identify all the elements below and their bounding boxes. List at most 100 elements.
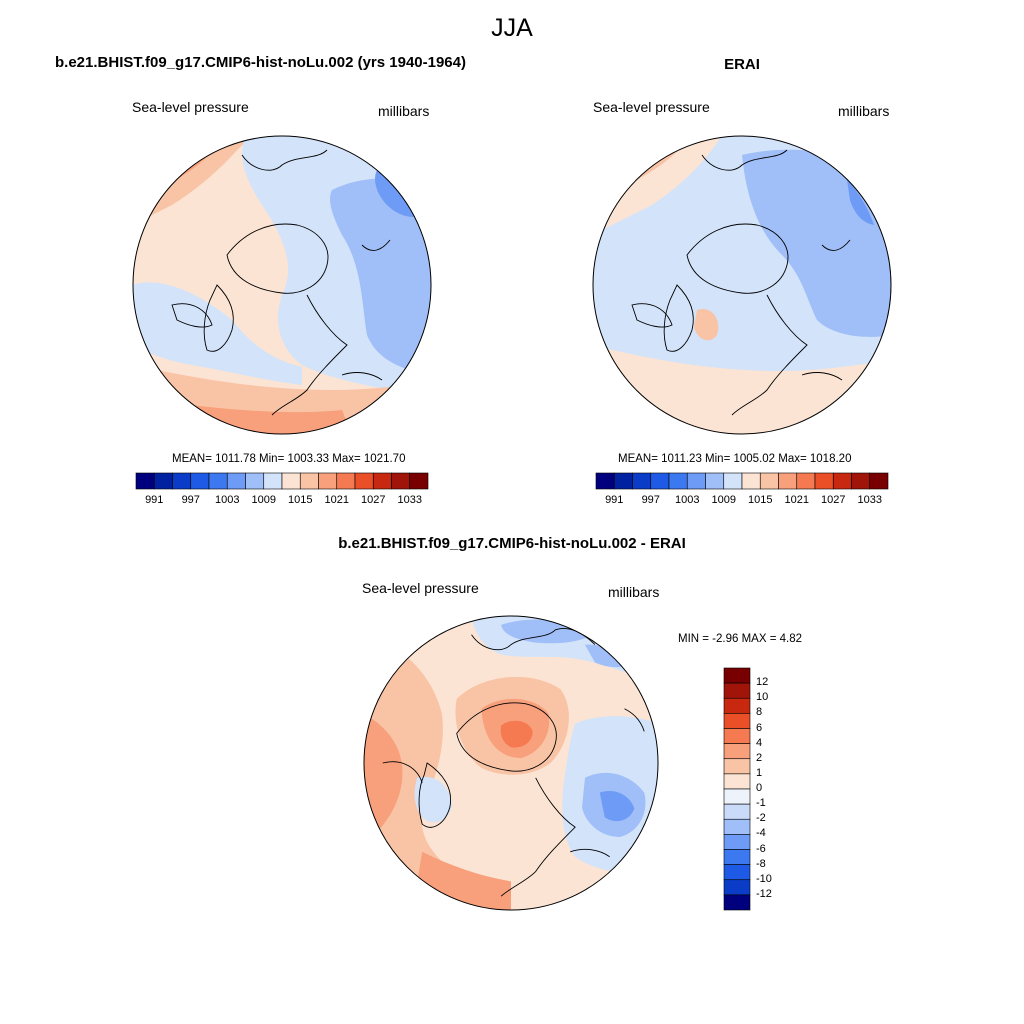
colorbar-erai-swatch xyxy=(613,472,633,490)
panel-model-variable-label: Sea-level pressure xyxy=(132,99,249,115)
colorbar-model-swatch xyxy=(409,472,429,490)
coastlines xyxy=(631,149,851,416)
colorbar-model-tick-label: 1009 xyxy=(251,494,276,506)
colorbar-erai-swatch xyxy=(778,472,798,490)
colorbar-diff-swatch xyxy=(723,697,751,714)
panel-diff-title: b.e21.BHIST.f09_g17.CMIP6-hist-noLu.002 … xyxy=(338,535,686,552)
colorbar-model-swatch xyxy=(153,472,173,490)
colorbar-diff-swatch xyxy=(723,682,751,699)
colorbar-erai-tick-label: 1009 xyxy=(711,494,736,506)
colorbar-model-swatch xyxy=(299,472,319,490)
colorbar-erai-swatch xyxy=(595,472,615,490)
panel-model-title: b.e21.BHIST.f09_g17.CMIP6-hist-noLu.002 … xyxy=(55,54,466,71)
colorbar-diff-tick-label: 6 xyxy=(756,721,763,734)
panel-erai-stats: MEAN= 1011.23 Min= 1005.02 Max= 1018.20 xyxy=(618,453,852,465)
colorbar-model-swatch xyxy=(208,472,228,490)
colorbar-diff-swatch xyxy=(723,788,751,805)
map-contour-pos-south xyxy=(593,345,891,434)
panel-model-stats: MEAN= 1011.78 Min= 1003.33 Max= 1021.70 xyxy=(172,453,406,465)
panel-model-units-label: millibars xyxy=(378,103,430,119)
colorbar-model-swatch xyxy=(226,472,246,490)
colorbar-erai-swatch xyxy=(650,472,670,490)
colorbar-model-tick-label: 997 xyxy=(181,494,200,506)
colorbar-model-swatch xyxy=(391,472,411,490)
panel-model-map xyxy=(132,135,432,435)
colorbar-model-tick-label: 1015 xyxy=(288,494,313,506)
colorbar-model xyxy=(135,472,429,490)
panel-diff-variable-label: Sea-level pressure xyxy=(362,580,479,596)
colorbar-diff-swatch xyxy=(723,773,751,790)
colorbar-erai-swatch xyxy=(723,472,743,490)
panel-erai-units-label: millibars xyxy=(838,103,890,119)
colorbar-model-tick-label: 1027 xyxy=(361,494,386,506)
colorbar-erai-swatch xyxy=(814,472,834,490)
map-contour-pos3 xyxy=(363,713,403,842)
colorbar-diff-tick-label: 8 xyxy=(756,706,763,719)
colorbar-erai-tick-label: 1021 xyxy=(784,494,809,506)
colorbar-diff-tick-label: -8 xyxy=(756,857,766,870)
colorbar-diff xyxy=(723,667,751,911)
colorbar-erai-swatch xyxy=(705,472,725,490)
map-contour-neg3-east xyxy=(599,791,635,822)
panel-erai-map xyxy=(592,135,892,435)
colorbar-diff-swatch xyxy=(723,728,751,744)
colorbar-model-swatch xyxy=(318,472,338,490)
map-contour-pos4-center xyxy=(500,720,533,748)
colorbar-model-tick-label: 1003 xyxy=(215,494,240,506)
map-contour-neg-greenland xyxy=(414,776,452,823)
colorbar-diff-tick-label: -2 xyxy=(756,812,766,825)
colorbar-erai-swatch xyxy=(851,472,871,490)
colorbar-model-swatch xyxy=(135,472,155,490)
colorbar-diff-tick-label: -12 xyxy=(756,887,772,900)
colorbar-erai xyxy=(595,472,889,490)
colorbar-erai-swatch xyxy=(632,472,652,490)
colorbar-model-tick-label: 991 xyxy=(145,494,164,506)
colorbar-erai-swatch xyxy=(832,472,852,490)
colorbar-diff-tick-label: 10 xyxy=(756,691,769,704)
colorbar-erai-swatch xyxy=(686,472,706,490)
colorbar-diff-tick-label: 2 xyxy=(756,751,763,764)
colorbar-erai-swatch xyxy=(869,472,889,490)
colorbar-erai-swatch xyxy=(796,472,816,490)
colorbar-diff-tick-label: -4 xyxy=(756,827,766,840)
colorbar-diff-swatch xyxy=(723,864,751,881)
colorbar-diff-swatch xyxy=(723,758,751,775)
panel-diff-units-label: millibars xyxy=(608,584,660,600)
figure-title: JJA xyxy=(491,14,533,42)
colorbar-diff-tick-label: 12 xyxy=(756,676,769,689)
colorbar-model-swatch xyxy=(281,472,301,490)
map-contour-neg3 xyxy=(847,180,874,225)
coastlines xyxy=(171,149,391,416)
colorbar-erai-swatch xyxy=(759,472,779,490)
colorbar-erai-tick-label: 1015 xyxy=(748,494,773,506)
colorbar-model-swatch xyxy=(336,472,356,490)
colorbar-model-swatch xyxy=(263,472,283,490)
colorbar-diff-swatch xyxy=(723,849,751,865)
colorbar-model-swatch xyxy=(172,472,192,490)
colorbar-diff-swatch xyxy=(723,743,751,760)
colorbar-model-tick-label: 1033 xyxy=(397,494,422,506)
colorbar-erai-swatch xyxy=(668,472,688,490)
colorbar-diff-swatch xyxy=(723,803,751,820)
colorbar-diff-tick-label: 0 xyxy=(756,782,763,794)
colorbar-diff-swatch xyxy=(723,818,751,835)
colorbar-erai-swatch xyxy=(741,472,761,490)
colorbar-model-swatch xyxy=(190,472,210,490)
colorbar-diff-swatch xyxy=(723,713,751,729)
panel-erai-title: ERAI xyxy=(724,56,760,73)
colorbar-erai-tick-label: 1027 xyxy=(821,494,846,506)
panel-diff-map xyxy=(363,615,659,911)
colorbar-erai-tick-label: 1033 xyxy=(857,494,882,506)
colorbar-model-swatch xyxy=(372,472,392,490)
panel-erai-variable-label: Sea-level pressure xyxy=(593,99,710,115)
colorbar-erai-tick-label: 1003 xyxy=(675,494,700,506)
colorbar-diff-tick-label: -1 xyxy=(756,797,766,810)
map-contour-neg-west xyxy=(133,282,302,385)
colorbar-diff-swatch xyxy=(723,834,751,850)
map-contour-neg2 xyxy=(330,178,431,375)
colorbar-model-swatch xyxy=(245,472,265,490)
colorbar-diff-tick-label: 4 xyxy=(756,736,763,749)
map-contour-pos-greenland xyxy=(694,309,719,341)
colorbar-model-swatch xyxy=(354,472,374,490)
colorbar-diff-swatch xyxy=(723,894,751,911)
